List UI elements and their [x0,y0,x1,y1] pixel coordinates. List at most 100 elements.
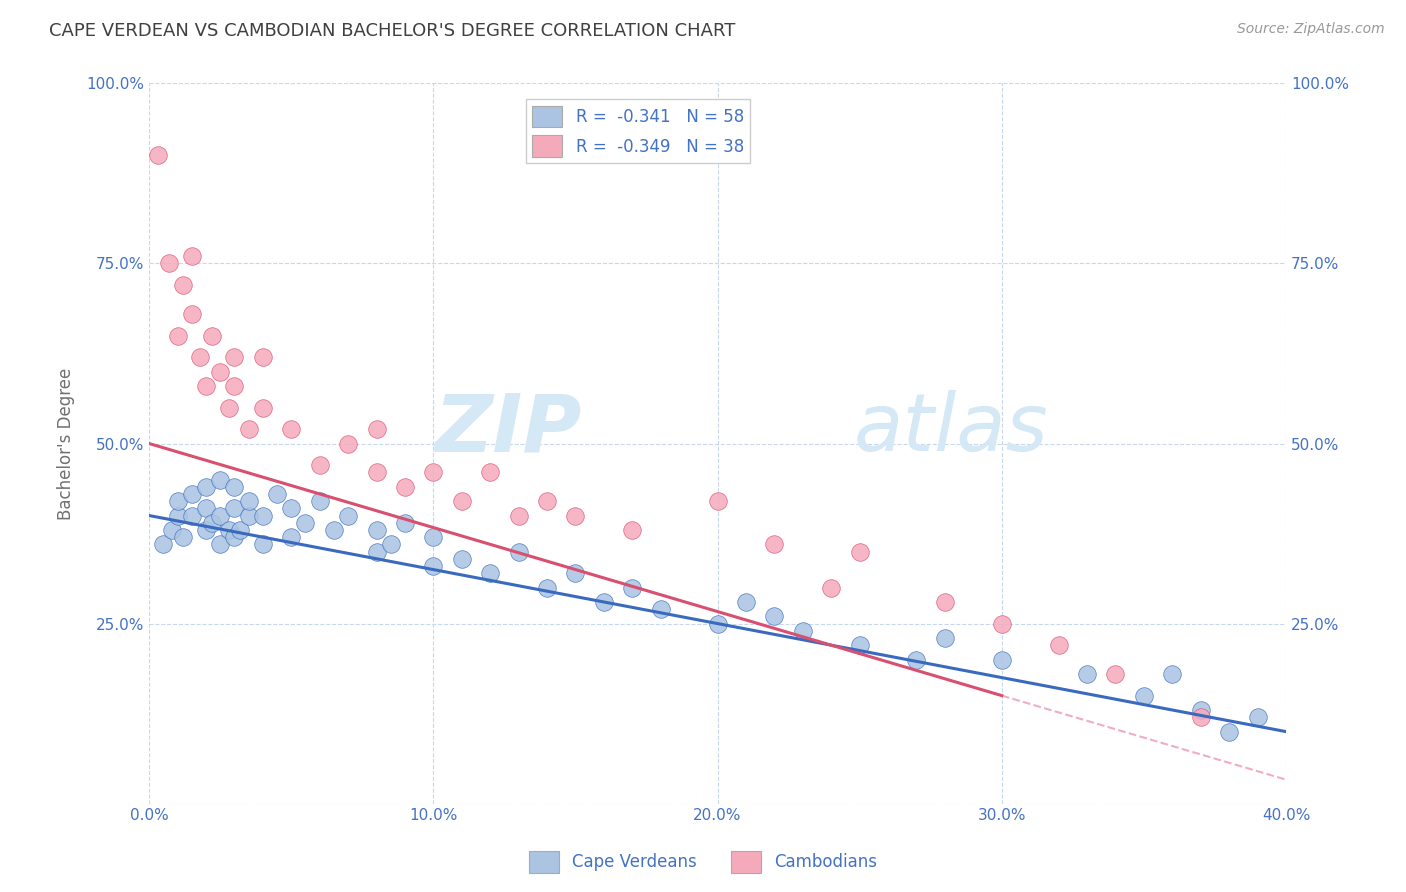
Point [252,508,274,523]
Y-axis label: Bachelor's Degree: Bachelor's Degree [58,368,75,520]
Text: atlas: atlas [853,390,1049,468]
Point [564,566,586,581]
Point [508,544,530,558]
Point [280,501,302,516]
Point [188,350,211,364]
Point [308,494,330,508]
Point [280,530,302,544]
Point [621,523,644,537]
Point [763,537,786,551]
Point [238,508,260,523]
Point [536,494,558,508]
Point [224,480,246,494]
Point [201,328,224,343]
Point [380,537,402,551]
Point [990,616,1012,631]
Point [934,631,956,645]
Point [195,523,218,537]
Point [450,494,472,508]
Point [172,278,194,293]
Point [172,530,194,544]
Point [195,480,218,494]
Point [1189,703,1212,717]
Point [592,595,614,609]
Point [266,487,288,501]
Point [934,595,956,609]
Point [848,544,870,558]
Point [180,307,202,321]
Point [735,595,758,609]
Point [337,508,360,523]
Point [479,566,502,581]
Point [337,436,360,450]
Point [1047,638,1070,652]
Point [820,581,842,595]
Point [180,508,202,523]
Point [209,537,232,551]
Point [763,609,786,624]
Point [229,523,252,537]
Point [650,602,672,616]
Point [1133,689,1156,703]
Point [166,494,188,508]
Point [195,379,218,393]
Point [218,523,240,537]
Point [280,422,302,436]
Point [157,256,180,270]
Point [394,480,416,494]
Point [166,328,188,343]
Point [180,487,202,501]
Point [218,401,240,415]
Point [450,551,472,566]
Point [1218,724,1240,739]
Point [508,508,530,523]
Point [479,466,502,480]
Text: Source: ZipAtlas.com: Source: ZipAtlas.com [1237,22,1385,37]
Point [1076,667,1098,681]
Point [166,508,188,523]
Text: CAPE VERDEAN VS CAMBODIAN BACHELOR'S DEGREE CORRELATION CHART: CAPE VERDEAN VS CAMBODIAN BACHELOR'S DEG… [49,22,735,40]
Point [366,466,388,480]
Point [294,516,316,530]
Text: ZIP: ZIP [434,390,581,468]
Point [224,501,246,516]
Point [180,249,202,263]
Point [990,652,1012,666]
Point [160,523,183,537]
Point [848,638,870,652]
Point [209,508,232,523]
Point [536,581,558,595]
Point [252,537,274,551]
Legend: Cape Verdeans, Cambodians: Cape Verdeans, Cambodians [523,845,883,880]
Point [146,148,169,162]
Point [792,624,814,638]
Point [706,616,728,631]
Point [195,501,218,516]
Legend: R =  -0.341   N = 58, R =  -0.349   N = 38: R = -0.341 N = 58, R = -0.349 N = 38 [526,99,751,163]
Point [1246,710,1268,724]
Point [422,530,444,544]
Point [224,350,246,364]
Point [706,494,728,508]
Point [224,530,246,544]
Point [564,508,586,523]
Point [209,473,232,487]
Point [394,516,416,530]
Point [422,466,444,480]
Point [308,458,330,472]
Point [1189,710,1212,724]
Point [238,422,260,436]
Point [366,422,388,436]
Point [1104,667,1126,681]
Point [252,401,274,415]
Point [621,581,644,595]
Point [366,523,388,537]
Point [322,523,344,537]
Point [209,364,232,378]
Point [1161,667,1184,681]
Point [201,516,224,530]
Point [252,350,274,364]
Point [905,652,928,666]
Point [366,544,388,558]
Point [224,379,246,393]
